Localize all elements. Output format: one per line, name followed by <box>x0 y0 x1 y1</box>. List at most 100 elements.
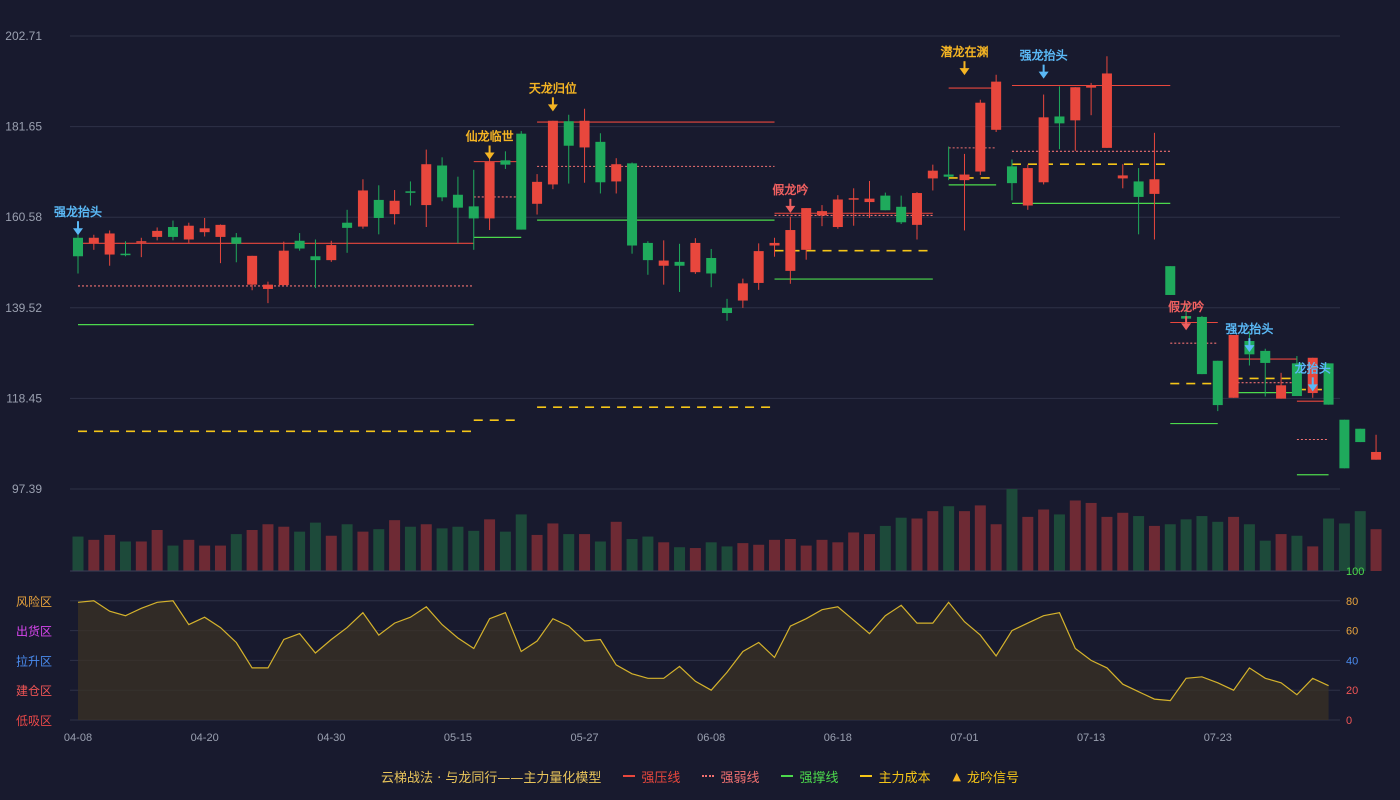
volume-bar <box>515 514 527 571</box>
volume-bar <box>389 520 401 571</box>
legend-title: 云梯战法 · 与龙同行——主力量化模型 <box>381 770 602 786</box>
volume-bar <box>151 530 163 571</box>
x-tick-label: 06-08 <box>697 732 725 744</box>
x-tick-label: 04-20 <box>191 732 219 744</box>
legend-item-support[interactable]: 强撑线 <box>781 767 838 786</box>
candle-body <box>848 198 859 200</box>
signal-arrow-icon <box>484 152 495 160</box>
candle-body <box>722 307 733 314</box>
volume-bar <box>484 519 496 571</box>
candle-body <box>294 240 305 249</box>
volume-bar <box>1323 518 1335 571</box>
volume-bar <box>1133 516 1145 571</box>
candle-body <box>1117 175 1128 179</box>
volume-bar <box>927 511 939 571</box>
signal-label: 天龙归位 <box>529 80 577 95</box>
candle-body <box>1165 266 1176 295</box>
signal-label: 龙抬头 <box>1295 360 1331 375</box>
candle-body <box>896 206 907 223</box>
volume-bar <box>1228 516 1240 571</box>
volume-bar <box>199 545 211 571</box>
candle-body <box>1291 363 1302 397</box>
signal-arrow-icon <box>959 68 970 76</box>
volume-bar <box>1038 509 1050 571</box>
x-axis: 04-08 04-20 04-30 05-15 05-27 06-08 06-18 07-01… <box>64 732 1232 744</box>
volume-bar <box>1022 516 1034 571</box>
volume-bar <box>800 545 812 571</box>
candle-body <box>326 245 337 261</box>
osc-axis-label: 40 <box>1346 655 1358 667</box>
candle-body <box>468 206 479 219</box>
signal-arrow-icon <box>785 205 796 213</box>
volume-bar <box>832 542 844 571</box>
candle-body <box>801 208 812 250</box>
osc-zone-label: 拉升区 <box>16 653 52 668</box>
candle-body <box>1212 360 1223 406</box>
candle-body <box>452 194 463 208</box>
volume-bar <box>547 523 559 571</box>
volume-bar <box>895 517 907 571</box>
chart-legend: 云梯战法 · 与龙同行——主力量化模型 强压线 强弱线 强撑线 主力成本 ▲ 龙… <box>0 764 1400 788</box>
volume-bar <box>1243 524 1255 571</box>
volume-bar <box>436 528 448 571</box>
volume-bar <box>119 541 131 571</box>
volume-bar <box>1101 516 1113 571</box>
volume-bar <box>135 541 147 571</box>
candle-body <box>532 181 543 204</box>
volume-bar <box>610 521 622 571</box>
candle-body <box>1054 116 1065 124</box>
signal-arrow-icon <box>73 228 83 236</box>
volume-bar <box>974 505 986 571</box>
legend-item-pressure[interactable]: 强压线 <box>623 767 680 786</box>
volume-bar <box>753 544 765 571</box>
candle-body <box>342 222 353 228</box>
volume-bar <box>911 518 923 571</box>
volume-bar <box>1164 524 1176 571</box>
legend-item-signal[interactable]: ▲ 龙吟信号 <box>952 767 1018 786</box>
volume-bar <box>658 542 670 571</box>
volume-bar <box>373 529 385 571</box>
legend-item-weak[interactable]: 强弱线 <box>702 767 759 786</box>
candle-body <box>959 174 970 181</box>
volume-bar <box>1307 546 1319 571</box>
candle-body <box>927 170 938 179</box>
candle-body <box>1196 316 1207 375</box>
candle-body <box>1276 385 1287 399</box>
candle-body <box>563 121 574 146</box>
candle-body <box>1339 419 1350 469</box>
volume-bar <box>1291 535 1303 571</box>
candle-body <box>737 283 748 301</box>
x-tick-label: 07-01 <box>950 732 978 744</box>
candle-body <box>1070 87 1081 121</box>
volume-bar <box>1338 523 1350 571</box>
candle-body <box>832 199 843 228</box>
candle-body <box>690 242 701 273</box>
signal-label: 假龙吟 <box>772 182 808 197</box>
signal-label: 强龙抬头 <box>54 204 102 219</box>
legend-item-cost[interactable]: 主力成本 <box>860 767 930 786</box>
volume-bar <box>1212 521 1224 571</box>
candle-body <box>611 164 622 182</box>
legend-label: 龙吟信号 <box>966 770 1019 786</box>
osc-axis-label: 0 <box>1346 715 1352 727</box>
volume-bar <box>1006 489 1018 571</box>
volume-bar <box>278 526 290 571</box>
price-grid: 202.71 181.65 160.58 139.52 118.45 97.39 <box>5 29 1340 496</box>
volume-bar <box>167 545 179 571</box>
candle-body <box>785 230 796 271</box>
osc-zone-label: 低吸区 <box>16 714 52 728</box>
volume-bar <box>879 525 891 571</box>
y-tick-label: 118.45 <box>6 391 42 405</box>
volume-bar <box>1085 502 1097 571</box>
volume-bars <box>72 489 1382 571</box>
candle-body <box>437 165 448 198</box>
candle-body <box>658 260 669 266</box>
triangle-icon: ▲ <box>952 769 961 783</box>
support-line-group <box>78 184 1329 476</box>
volume-bar <box>420 524 432 571</box>
legend-label: 主力成本 <box>878 770 931 786</box>
signal-label: 仙龙临世 <box>466 128 514 143</box>
volume-bar <box>594 541 606 571</box>
volume-bar <box>784 539 796 571</box>
x-tick-label: 06-18 <box>824 732 852 744</box>
